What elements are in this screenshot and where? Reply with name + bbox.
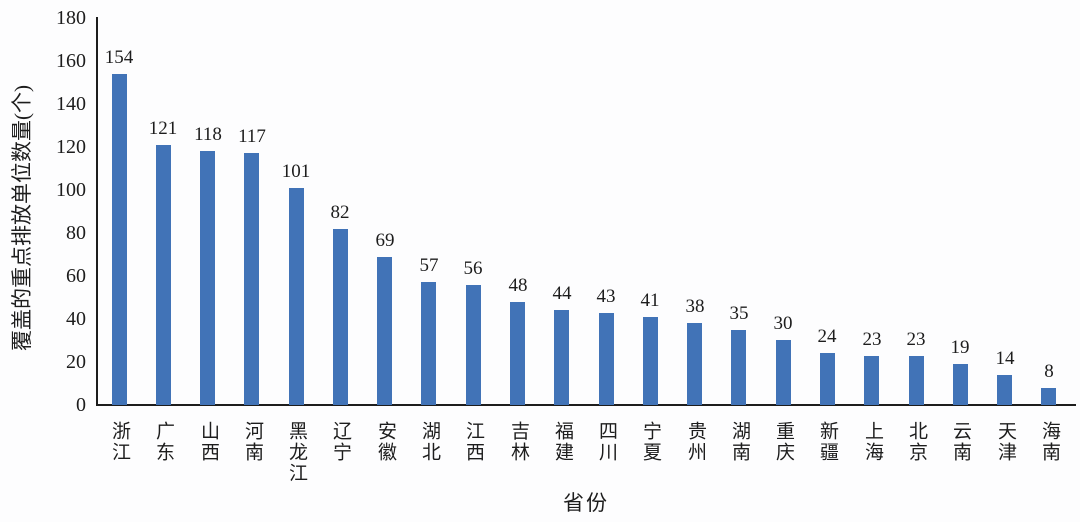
bar-value-label: 30 bbox=[773, 313, 793, 334]
y-tick-label: 160 bbox=[56, 50, 86, 72]
bar bbox=[333, 229, 348, 405]
x-tick-label: 山西 bbox=[198, 421, 219, 463]
bar-value-label: 35 bbox=[729, 303, 749, 324]
bar-value-label: 14 bbox=[995, 348, 1015, 369]
x-tick-label: 江西 bbox=[463, 421, 484, 463]
bar bbox=[554, 310, 569, 405]
bar bbox=[466, 285, 481, 405]
bar-value-label: 154 bbox=[104, 47, 134, 68]
x-tick-label: 湖南 bbox=[729, 421, 750, 463]
y-tick-label: 20 bbox=[66, 351, 86, 373]
x-axis-line bbox=[96, 404, 1076, 406]
bar bbox=[156, 145, 171, 405]
bar bbox=[776, 340, 791, 405]
bar-value-label: 48 bbox=[508, 275, 528, 296]
bar bbox=[1041, 388, 1056, 405]
x-tick-label: 宁夏 bbox=[640, 421, 661, 463]
y-tick-label: 60 bbox=[66, 265, 86, 287]
bar bbox=[510, 302, 525, 405]
bar-value-label: 8 bbox=[1044, 361, 1054, 382]
x-tick-label: 上海 bbox=[862, 421, 883, 463]
bar-value-label: 121 bbox=[148, 118, 178, 139]
bar bbox=[377, 257, 392, 405]
bar bbox=[244, 153, 259, 405]
bar bbox=[909, 356, 924, 405]
x-tick-label: 天津 bbox=[995, 421, 1016, 463]
y-tick-label: 0 bbox=[76, 394, 86, 416]
bar-value-label: 57 bbox=[419, 255, 439, 276]
bar-value-label: 41 bbox=[640, 290, 660, 311]
bar bbox=[289, 188, 304, 405]
x-tick-label: 浙江 bbox=[109, 421, 130, 463]
y-tick-label: 140 bbox=[56, 93, 86, 115]
x-tick-label: 海南 bbox=[1039, 421, 1060, 463]
x-tick-label: 福建 bbox=[552, 421, 573, 463]
bar bbox=[731, 330, 746, 405]
bar-value-label: 44 bbox=[552, 283, 572, 304]
bar-value-label: 101 bbox=[281, 161, 311, 182]
bar-value-label: 23 bbox=[906, 329, 926, 350]
bar bbox=[599, 313, 614, 405]
y-tick-label: 80 bbox=[66, 222, 86, 244]
bar-value-label: 56 bbox=[463, 258, 483, 279]
y-tick-label: 40 bbox=[66, 308, 86, 330]
x-tick-label: 河南 bbox=[242, 421, 263, 463]
bar bbox=[997, 375, 1012, 405]
x-tick-label: 贵州 bbox=[685, 421, 706, 463]
y-tick-label: 120 bbox=[56, 136, 86, 158]
bar bbox=[421, 282, 436, 405]
x-tick-label: 新疆 bbox=[817, 421, 838, 463]
bar-value-label: 117 bbox=[238, 126, 266, 147]
x-tick-label: 重庆 bbox=[773, 421, 794, 463]
x-tick-label: 吉林 bbox=[508, 421, 529, 463]
x-tick-label: 黑龙江 bbox=[286, 421, 307, 484]
x-tick-label: 辽宁 bbox=[330, 421, 351, 463]
bar bbox=[687, 323, 702, 405]
bar-value-label: 23 bbox=[862, 329, 882, 350]
bar-value-label: 118 bbox=[194, 124, 222, 145]
x-tick-label: 湖北 bbox=[419, 421, 440, 463]
y-axis-line bbox=[96, 17, 98, 406]
x-tick-label: 广东 bbox=[153, 421, 174, 463]
x-tick-label: 北京 bbox=[906, 421, 927, 463]
bar bbox=[953, 364, 968, 405]
bar bbox=[112, 74, 127, 405]
bar-value-label: 19 bbox=[950, 337, 970, 358]
x-axis-title: 省份 bbox=[563, 491, 609, 515]
bar-value-label: 38 bbox=[685, 296, 705, 317]
y-tick-label: 180 bbox=[56, 7, 86, 29]
bar-value-label: 43 bbox=[596, 286, 616, 307]
bar bbox=[864, 356, 879, 405]
bar-value-label: 82 bbox=[330, 202, 350, 223]
bar bbox=[200, 151, 215, 405]
bar bbox=[643, 317, 658, 405]
x-tick-label: 安徽 bbox=[375, 421, 396, 463]
bar-value-label: 69 bbox=[375, 230, 395, 251]
x-tick-label: 云南 bbox=[950, 421, 971, 463]
y-tick-label: 100 bbox=[56, 179, 86, 201]
x-tick-label: 四川 bbox=[596, 421, 617, 463]
bar bbox=[820, 353, 835, 405]
bar-value-label: 24 bbox=[817, 326, 837, 347]
